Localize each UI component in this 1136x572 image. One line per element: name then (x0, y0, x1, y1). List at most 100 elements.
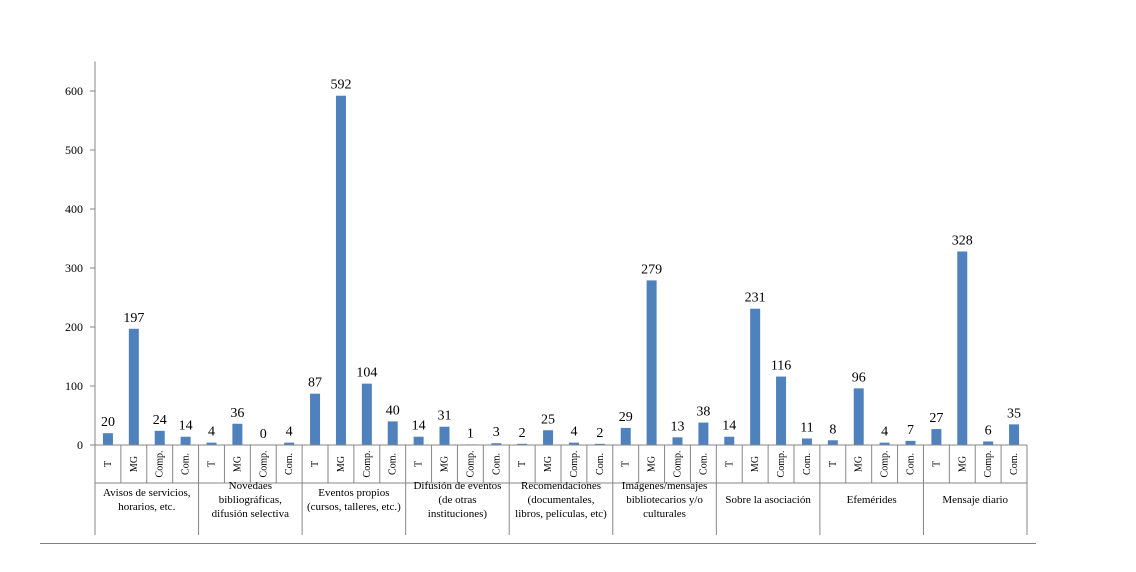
bar (102, 433, 113, 445)
data-label: 4 (286, 425, 293, 440)
data-label: 8 (829, 422, 836, 437)
y-axis: 0 100 200 300 400 500 600 (65, 61, 96, 452)
data-label: 96 (852, 370, 866, 385)
bar (180, 436, 191, 445)
group-label: (de otras (438, 494, 476, 506)
data-label: 4 (881, 425, 888, 440)
data-label: 2 (596, 426, 603, 441)
subcategory-label: MG (647, 456, 658, 472)
subcategory-label: T (207, 461, 218, 467)
data-label: 14 (722, 419, 736, 434)
data-label: 6 (985, 423, 992, 438)
group-label: Eventos propios (318, 487, 389, 499)
subcategory-label: Com. (595, 453, 606, 475)
subcategory-label: Comp. (673, 451, 684, 478)
data-label: 24 (153, 413, 167, 428)
data-label: 4 (208, 425, 215, 440)
data-label: 11 (800, 421, 813, 436)
group-label: Efemérides (847, 494, 897, 506)
bar (335, 95, 346, 445)
bar (776, 376, 787, 445)
subcategory-label: Com. (181, 453, 192, 475)
subcategory-label: Com. (1009, 453, 1020, 475)
data-label: 35 (1007, 406, 1021, 421)
subcategory-label: Comp. (983, 451, 994, 478)
bar (672, 437, 683, 445)
bar (620, 427, 631, 445)
group-label: culturales (643, 508, 686, 520)
bar (905, 440, 916, 445)
data-label: 25 (541, 412, 555, 427)
data-label: 29 (619, 410, 633, 425)
bar (827, 440, 838, 445)
bar (594, 443, 605, 445)
subcategory-label: Com. (284, 453, 295, 475)
bottom-rule (40, 543, 1036, 544)
subcategory-label: T (517, 461, 528, 467)
bar (879, 442, 890, 445)
bar (724, 436, 735, 445)
bar (361, 383, 372, 445)
bar (646, 280, 657, 445)
bar (310, 393, 321, 445)
subcategory-label: T (103, 461, 114, 467)
subcategory-label: MG (854, 456, 865, 472)
y-tick-label: 600 (65, 84, 83, 98)
data-label: 4 (570, 425, 577, 440)
bar (232, 423, 243, 445)
data-label: 13 (671, 419, 685, 434)
subcategory-label: Com. (491, 453, 502, 475)
group-label: Difusión de eventos (413, 480, 501, 492)
group-label: Recomendaciones (521, 480, 601, 492)
bar (568, 442, 579, 445)
y-tick-label: 100 (65, 379, 83, 393)
subcategory-label: MG (336, 456, 347, 472)
data-label: 1 (467, 426, 474, 441)
subcategory-label: Comp. (465, 451, 476, 478)
group-label: difusión selectiva (212, 508, 289, 520)
data-label: 14 (412, 419, 426, 434)
data-label: 38 (696, 405, 710, 420)
group-label: bibliotecarios y/o (626, 494, 703, 506)
y-tick-label: 300 (65, 261, 83, 275)
subcategory-label: T (828, 461, 839, 467)
data-label: 116 (771, 359, 791, 374)
data-label: 0 (260, 427, 267, 442)
data-label: 2 (519, 426, 526, 441)
subcategory-label: MG (440, 456, 451, 472)
data-label: 328 (952, 233, 973, 248)
y-tick-label: 500 (65, 143, 83, 157)
subcategory-label: T (724, 461, 735, 467)
subcategory-label: Com. (802, 453, 813, 475)
subcategory-label: T (621, 461, 632, 467)
data-label: 231 (745, 291, 766, 306)
bar (750, 308, 761, 445)
bar (543, 430, 554, 445)
y-tick-label: 400 (65, 202, 83, 216)
group-label: (cursos, talleres, etc.) (307, 501, 401, 513)
group-label: Imágenes/mensajes (622, 480, 708, 492)
data-label: 197 (123, 311, 144, 326)
data-label: 40 (386, 403, 400, 418)
group-label: libros, películas, etc) (515, 508, 607, 520)
bar (983, 441, 994, 445)
bar (413, 436, 424, 445)
group-label: Mensaje diario (942, 494, 1008, 506)
data-label: 3 (493, 425, 500, 440)
bar (128, 328, 139, 445)
bar (387, 421, 398, 445)
bar (698, 422, 709, 445)
subcategory-label: MG (957, 456, 968, 472)
y-tick-label: 200 (65, 320, 83, 334)
subcategory-label: Com. (698, 453, 709, 475)
bar (517, 443, 528, 445)
bar (853, 388, 864, 445)
subcategory-label: Comp. (362, 451, 373, 478)
y-tick-label: 0 (77, 438, 83, 452)
subcategory-label: T (414, 461, 425, 467)
data-label: 14 (179, 419, 193, 434)
subcategory-label: T (931, 461, 942, 467)
group-label: horarios, etc. (118, 501, 175, 513)
data-label: 592 (330, 78, 351, 93)
